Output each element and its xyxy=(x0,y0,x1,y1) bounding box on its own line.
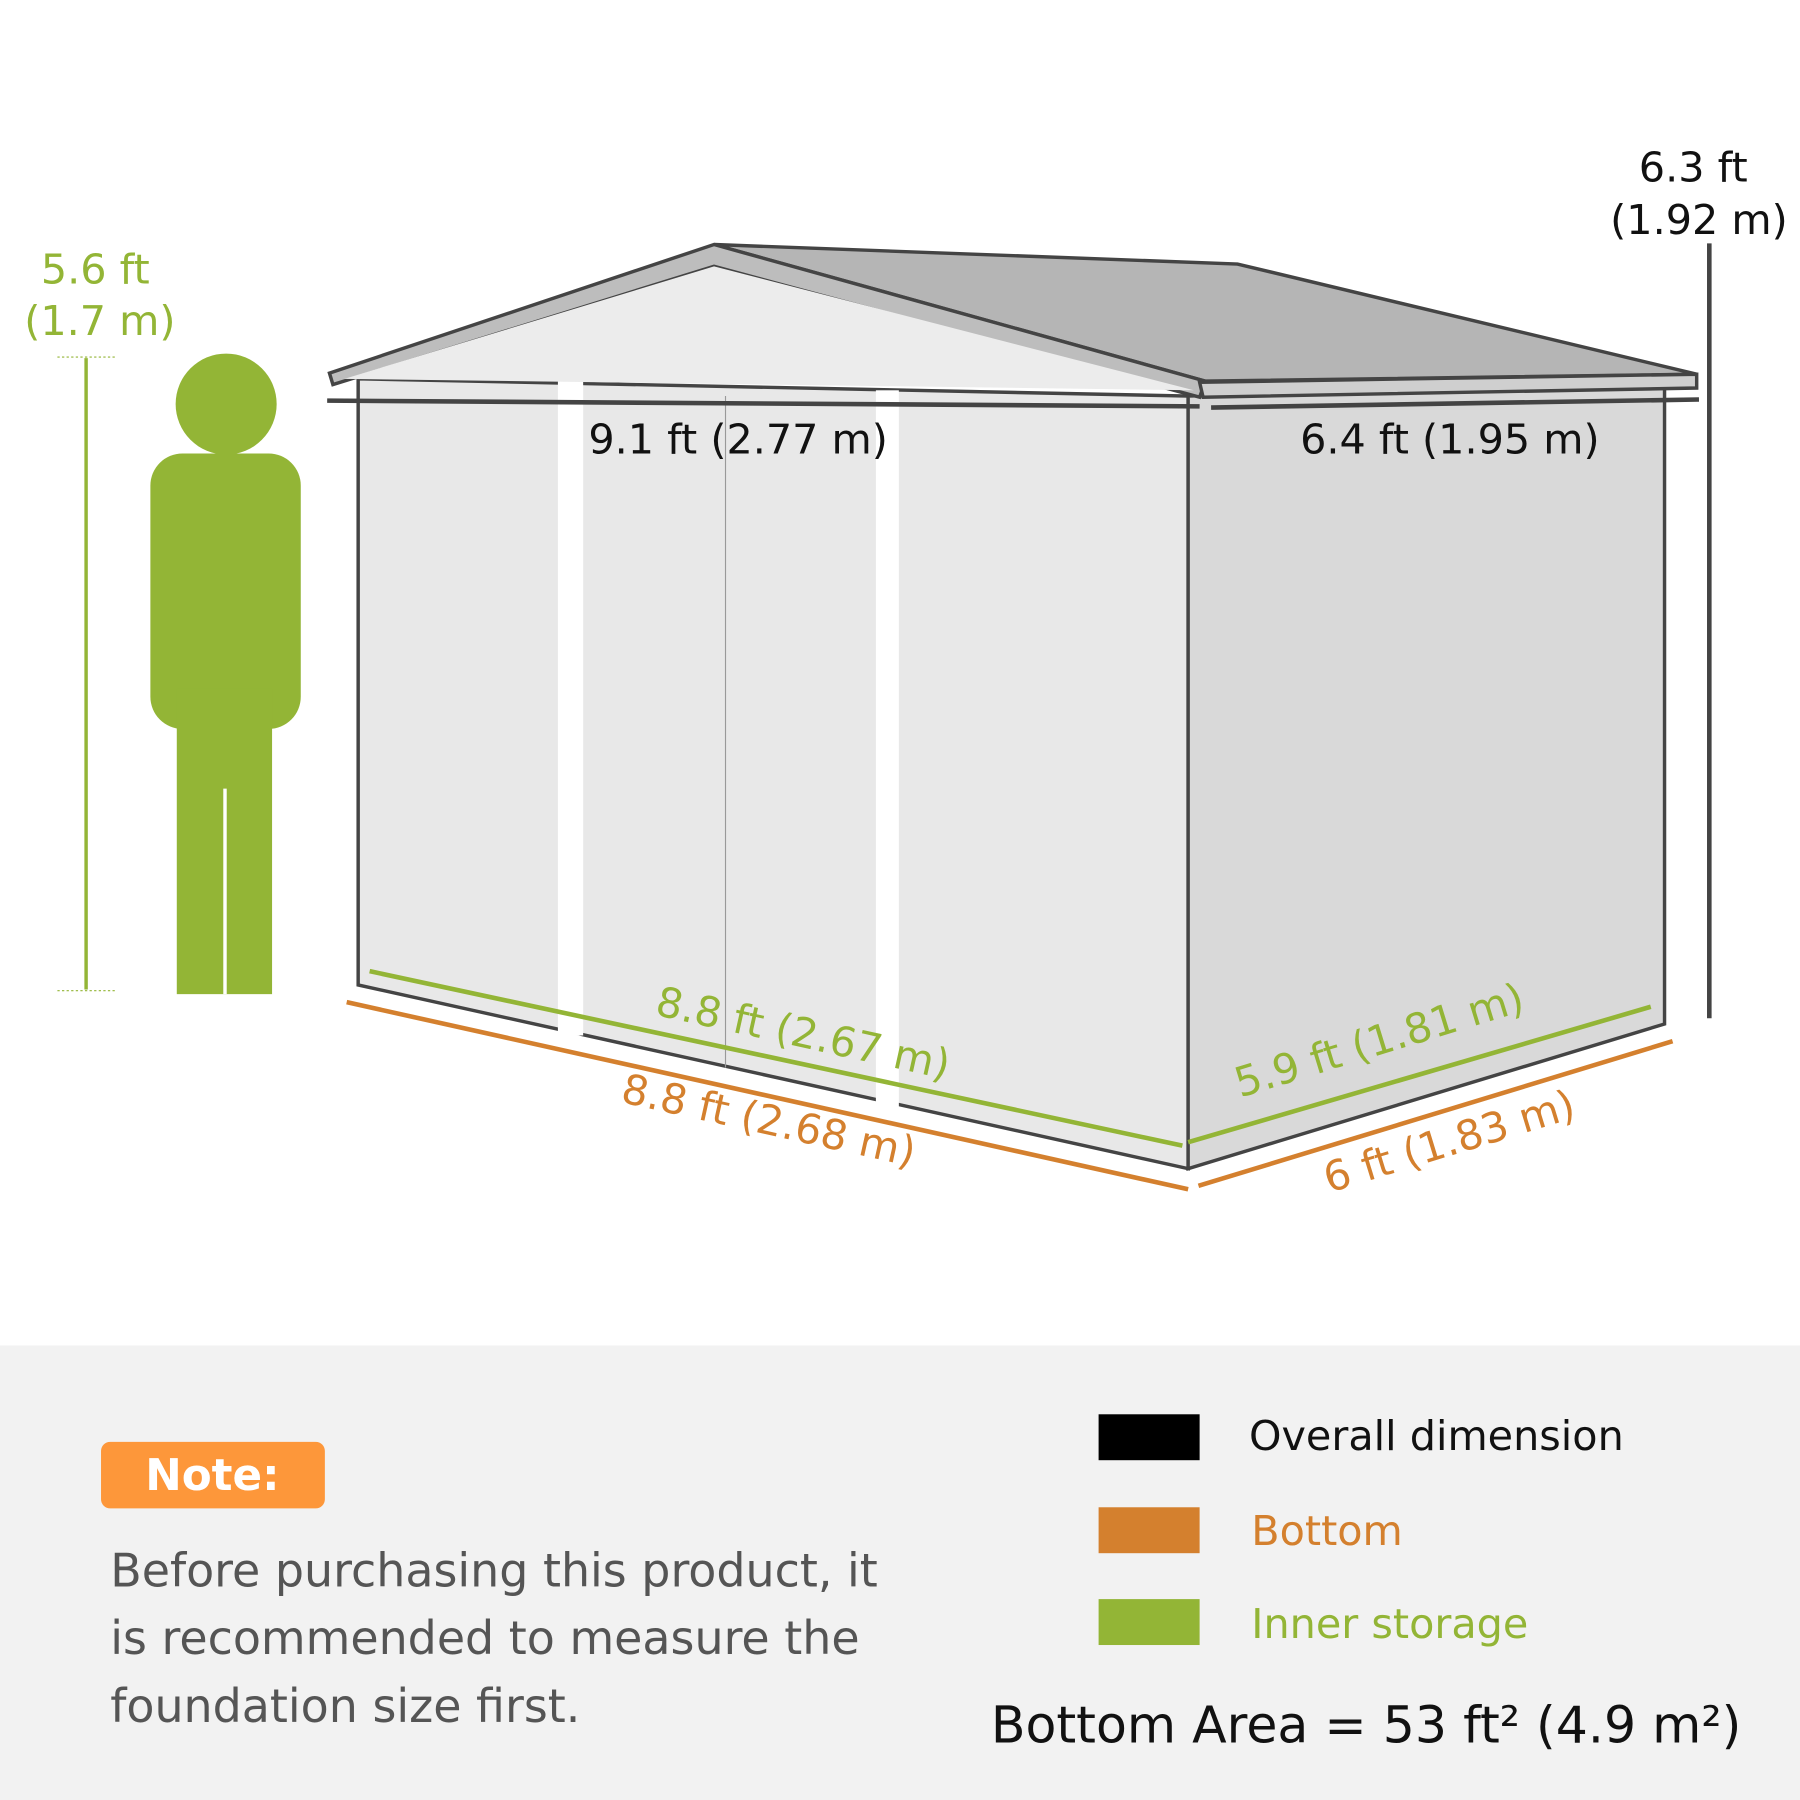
top-width-line xyxy=(327,398,1200,409)
bottom-width-line xyxy=(346,999,1189,1192)
top-depth-label: 6.4 ft (1.95 m) xyxy=(1300,415,1600,463)
note-badge xyxy=(101,1441,325,1509)
inner-width-line xyxy=(369,968,1183,1148)
inner-depth-line xyxy=(1187,1004,1652,1145)
height-ft: 6.3 ft xyxy=(1639,143,1748,191)
person-height-ft: 5.6 ft xyxy=(41,246,150,294)
person-height-m: (1.7 m) xyxy=(24,297,175,345)
legend-swatch-bottom xyxy=(1098,1507,1200,1554)
note-line-3: foundation size first. xyxy=(110,1679,580,1733)
roof-gable xyxy=(327,242,1208,400)
height-m: (1.92 m) xyxy=(1610,196,1788,244)
note-line-1: Before purchasing this product, it xyxy=(110,1543,878,1597)
info-panel xyxy=(0,1345,1800,1800)
roof-eave xyxy=(1197,372,1699,399)
legend-label-overall: Overall dimension xyxy=(1249,1412,1624,1460)
door-frame-left xyxy=(557,381,584,1036)
note-line-2: is recommended to measure the xyxy=(110,1611,859,1665)
door-frame-right xyxy=(875,390,899,1108)
legend-swatch-inner xyxy=(1098,1599,1200,1646)
roof-gable-face xyxy=(344,266,1194,391)
legend-label-bottom: Bottom xyxy=(1251,1507,1403,1555)
top-width-label: 9.1 ft (2.77 m) xyxy=(588,415,888,463)
bottom-area: Bottom Area = 53 ft² (4.9 m²) xyxy=(991,1696,1741,1755)
bottom-depth-line xyxy=(1197,1039,1674,1189)
note-label: Note: xyxy=(145,1451,279,1501)
top-depth-line xyxy=(1211,397,1700,410)
legend-label-inner: Inner storage xyxy=(1251,1600,1528,1648)
legend-swatch-overall xyxy=(1098,1414,1200,1461)
